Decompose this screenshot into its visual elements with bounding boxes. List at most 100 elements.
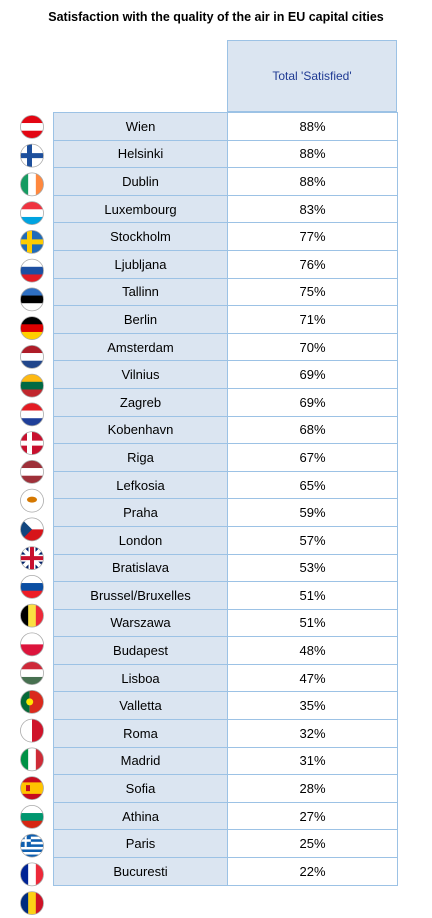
table-row: Bratislava 53% bbox=[53, 553, 398, 583]
value-cell: 70% bbox=[227, 332, 398, 362]
value-cell: 25% bbox=[227, 829, 398, 859]
value-cell: 88% bbox=[227, 167, 398, 196]
table-row: Amsterdam 70% bbox=[53, 332, 398, 362]
flag-icon bbox=[20, 316, 44, 341]
flag-icon bbox=[20, 718, 44, 743]
city-cell: Wien bbox=[53, 112, 228, 141]
city-cell: Praha bbox=[53, 498, 228, 527]
flag-icon bbox=[20, 574, 44, 599]
city-cell: Dublin bbox=[53, 167, 228, 196]
value-cell: 53% bbox=[227, 553, 398, 583]
value-cell: 51% bbox=[227, 581, 398, 610]
table-row: Bucuresti 22% bbox=[53, 857, 398, 886]
table-row: Riga 67% bbox=[53, 443, 398, 472]
data-table: Wien 88% Helsinki 88% Dublin 88% Luxembourg 83%… bbox=[53, 112, 398, 886]
city-cell: Bucuresti bbox=[53, 857, 228, 886]
flag-icon bbox=[20, 862, 44, 887]
value-cell: 27% bbox=[227, 801, 398, 831]
flag-column bbox=[20, 114, 44, 916]
table-row: Valletta 35% bbox=[53, 691, 398, 721]
value-cell: 67% bbox=[227, 443, 398, 472]
table-row: Kobenhavn 68% bbox=[53, 415, 398, 445]
table-row: Luxembourg 83% bbox=[53, 194, 398, 224]
city-cell: Ljubljana bbox=[53, 249, 228, 279]
table-row: Helsinki 88% bbox=[53, 139, 398, 169]
table-row: Tallinn 75% bbox=[53, 277, 398, 307]
table-row: Budapest 48% bbox=[53, 636, 398, 665]
flag-icon bbox=[20, 891, 44, 916]
flag-icon bbox=[20, 632, 44, 657]
flag-icon bbox=[20, 776, 44, 801]
table-row: Warszawa 51% bbox=[53, 608, 398, 638]
city-cell: Vilnius bbox=[53, 360, 228, 389]
city-cell: Kobenhavn bbox=[53, 415, 228, 445]
value-cell: 57% bbox=[227, 525, 398, 555]
table-row: Sofia 28% bbox=[53, 774, 398, 803]
chart-title: Satisfaction with the quality of the air… bbox=[48, 10, 384, 24]
flag-icon bbox=[20, 201, 44, 226]
value-cell: 83% bbox=[227, 194, 398, 224]
value-cell: 51% bbox=[227, 608, 398, 638]
flag-icon bbox=[20, 603, 44, 628]
table-row: Vilnius 69% bbox=[53, 360, 398, 389]
value-cell: 69% bbox=[227, 387, 398, 417]
flag-icon bbox=[20, 546, 44, 571]
flag-icon bbox=[20, 229, 44, 254]
table-row: Athina 27% bbox=[53, 801, 398, 831]
table-row: Praha 59% bbox=[53, 498, 398, 527]
flag-icon bbox=[20, 258, 44, 283]
flag-icon bbox=[20, 373, 44, 398]
table-row: Wien 88% bbox=[53, 112, 398, 141]
flag-icon bbox=[20, 459, 44, 484]
city-cell: Warszawa bbox=[53, 608, 228, 638]
city-cell: Paris bbox=[53, 829, 228, 859]
table-body: Wien 88% Helsinki 88% Dublin 88% Luxembourg 83%… bbox=[53, 112, 398, 886]
city-cell: Tallinn bbox=[53, 277, 228, 307]
value-cell: 69% bbox=[227, 360, 398, 389]
value-cell: 32% bbox=[227, 719, 398, 748]
flag-icon bbox=[20, 488, 44, 513]
city-cell: Stockholm bbox=[53, 222, 228, 251]
city-cell: Lefkosia bbox=[53, 470, 228, 500]
city-cell: Helsinki bbox=[53, 139, 228, 169]
table-row: Zagreb 69% bbox=[53, 387, 398, 417]
city-cell: Amsterdam bbox=[53, 332, 228, 362]
value-cell: 48% bbox=[227, 636, 398, 665]
value-cell: 35% bbox=[227, 691, 398, 721]
city-cell: Berlin bbox=[53, 305, 228, 334]
flag-icon bbox=[20, 747, 44, 772]
value-cell: 28% bbox=[227, 774, 398, 803]
flag-icon bbox=[20, 114, 44, 139]
value-cell: 88% bbox=[227, 139, 398, 169]
table-row: Lisboa 47% bbox=[53, 663, 398, 693]
table-row: Stockholm 77% bbox=[53, 222, 398, 251]
value-cell: 22% bbox=[227, 857, 398, 886]
city-cell: London bbox=[53, 525, 228, 555]
city-cell: Valletta bbox=[53, 691, 228, 721]
column-header-label: Total 'Satisfied' bbox=[272, 69, 352, 83]
value-cell: 71% bbox=[227, 305, 398, 334]
value-cell: 68% bbox=[227, 415, 398, 445]
flag-icon bbox=[20, 287, 44, 312]
flag-icon bbox=[20, 804, 44, 829]
table-row: Madrid 31% bbox=[53, 746, 398, 776]
value-cell: 76% bbox=[227, 249, 398, 279]
city-cell: Roma bbox=[53, 719, 228, 748]
flag-icon bbox=[20, 402, 44, 427]
flag-icon bbox=[20, 344, 44, 369]
value-cell: 88% bbox=[227, 112, 398, 141]
table-row: Ljubljana 76% bbox=[53, 249, 398, 279]
city-cell: Athina bbox=[53, 801, 228, 831]
table-row: Roma 32% bbox=[53, 719, 398, 748]
flag-icon bbox=[20, 431, 44, 456]
value-cell: 75% bbox=[227, 277, 398, 307]
value-cell: 31% bbox=[227, 746, 398, 776]
flag-icon bbox=[20, 689, 44, 714]
city-cell: Madrid bbox=[53, 746, 228, 776]
city-cell: Lisboa bbox=[53, 663, 228, 693]
flag-icon bbox=[20, 661, 44, 686]
table-row: Berlin 71% bbox=[53, 305, 398, 334]
city-cell: Zagreb bbox=[53, 387, 228, 417]
table-row: London 57% bbox=[53, 525, 398, 555]
city-cell: Budapest bbox=[53, 636, 228, 665]
